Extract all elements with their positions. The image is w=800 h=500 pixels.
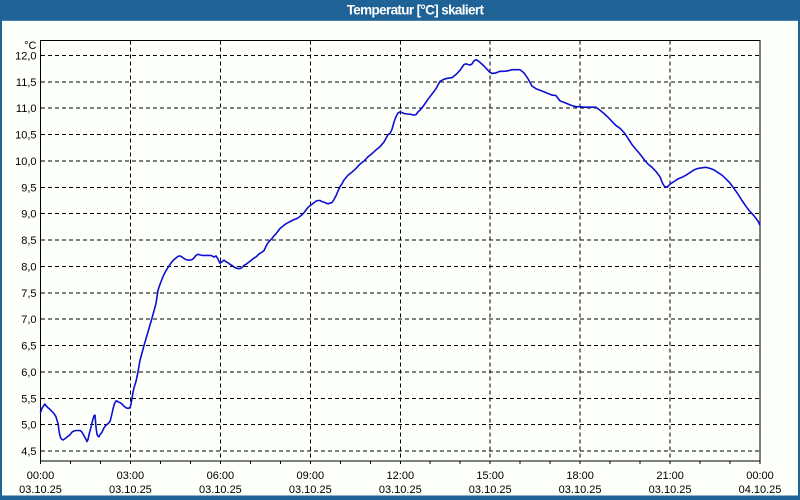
svg-text:03.10.25: 03.10.25 — [289, 484, 332, 496]
svg-text:8,5: 8,5 — [21, 235, 36, 247]
svg-text:04.10.25: 04.10.25 — [739, 484, 782, 496]
svg-text:03.10.25: 03.10.25 — [199, 484, 242, 496]
svg-text:8,0: 8,0 — [21, 262, 36, 274]
svg-text:7,5: 7,5 — [21, 288, 36, 300]
svg-text:03.10.25: 03.10.25 — [649, 484, 692, 496]
svg-text:15:00: 15:00 — [476, 470, 504, 482]
svg-text:12,0: 12,0 — [15, 51, 36, 63]
svg-text:°C: °C — [24, 40, 36, 52]
svg-text:21:00: 21:00 — [656, 470, 684, 482]
svg-text:4,5: 4,5 — [21, 446, 36, 458]
svg-text:03.10.25: 03.10.25 — [379, 484, 422, 496]
svg-text:6,5: 6,5 — [21, 341, 36, 353]
svg-text:11,5: 11,5 — [16, 77, 37, 89]
svg-text:5,0: 5,0 — [21, 420, 36, 432]
svg-text:7,0: 7,0 — [21, 314, 36, 326]
svg-text:03.10.25: 03.10.25 — [19, 484, 62, 496]
svg-text:6,0: 6,0 — [21, 367, 36, 379]
svg-text:5,5: 5,5 — [21, 393, 36, 405]
svg-text:10,5: 10,5 — [15, 130, 36, 142]
svg-text:18:00: 18:00 — [566, 470, 594, 482]
svg-text:00:00: 00:00 — [746, 470, 774, 482]
svg-text:10,0: 10,0 — [15, 156, 36, 168]
svg-text:03:00: 03:00 — [117, 470, 145, 482]
svg-text:00:00: 00:00 — [27, 470, 55, 482]
svg-text:03.10.25: 03.10.25 — [559, 484, 602, 496]
svg-text:03.10.25: 03.10.25 — [469, 484, 512, 496]
svg-text:09:00: 09:00 — [297, 470, 325, 482]
svg-text:9,5: 9,5 — [21, 182, 36, 194]
svg-text:9,0: 9,0 — [21, 209, 36, 221]
svg-text:11,0: 11,0 — [16, 103, 37, 115]
svg-text:12:00: 12:00 — [387, 470, 415, 482]
svg-text:Temperatur [°C] skaliert: Temperatur [°C] skaliert — [347, 2, 485, 17]
svg-text:03.10.25: 03.10.25 — [109, 484, 152, 496]
svg-text:06:00: 06:00 — [207, 470, 235, 482]
